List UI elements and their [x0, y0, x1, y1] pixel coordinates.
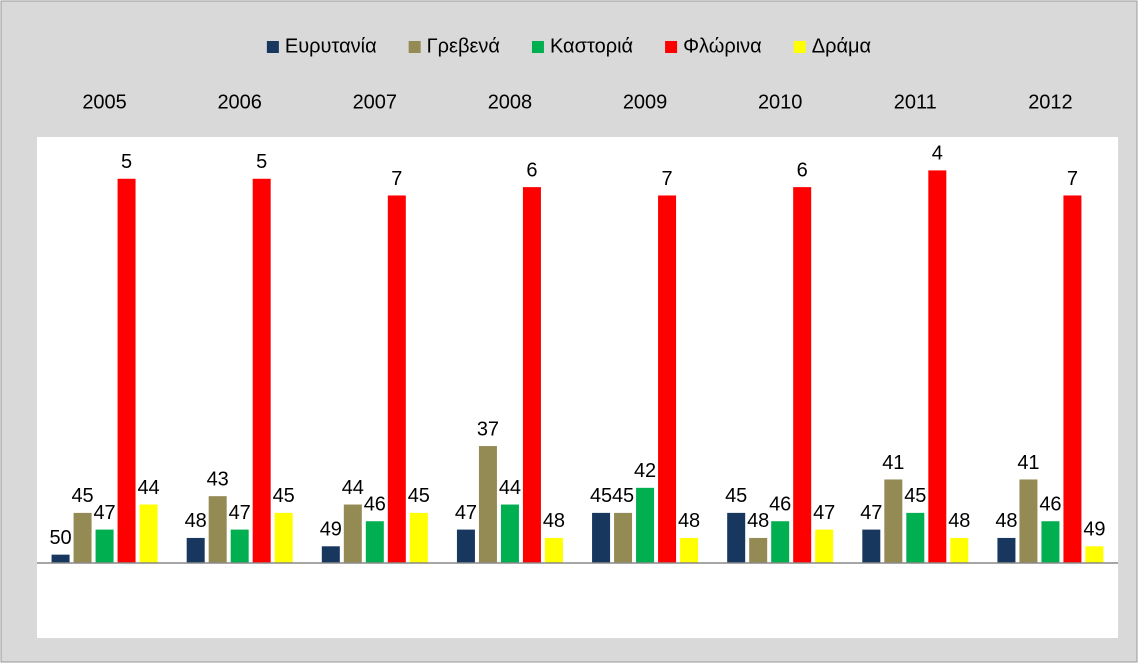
bar	[727, 512, 746, 563]
data-label: 47	[455, 502, 477, 524]
legend-label: Καστοριά	[550, 35, 633, 57]
bar	[522, 187, 541, 563]
bar	[230, 529, 249, 563]
bar	[500, 504, 519, 563]
bar	[321, 546, 340, 563]
data-label: 45	[273, 485, 295, 507]
bar	[928, 170, 947, 564]
data-label: 37	[477, 418, 499, 440]
bar	[409, 512, 428, 563]
legend-swatch	[531, 41, 544, 53]
bar	[51, 554, 70, 563]
bar	[387, 195, 406, 563]
data-label: 47	[229, 502, 251, 524]
bar	[815, 529, 834, 563]
data-label: 4	[932, 143, 943, 165]
data-label: 47	[860, 502, 882, 524]
data-label: 44	[342, 477, 364, 499]
data-label: 45	[725, 485, 747, 507]
x-tick-label: 2012	[1028, 91, 1073, 113]
data-label: 49	[320, 519, 342, 541]
data-label: 7	[662, 168, 673, 190]
data-label: 46	[769, 494, 791, 516]
data-label: 48	[543, 510, 565, 532]
data-label: 5	[121, 151, 132, 173]
bar	[544, 537, 563, 563]
x-tick-label: 2007	[353, 91, 398, 113]
x-tick-label: 2005	[82, 91, 127, 113]
bar	[592, 512, 611, 563]
data-label: 47	[93, 502, 115, 524]
data-label: 45	[904, 485, 926, 507]
bar	[1041, 521, 1060, 563]
data-label: 47	[813, 502, 835, 524]
bar	[614, 512, 633, 563]
data-label: 46	[1039, 494, 1061, 516]
legend-swatch	[408, 41, 421, 53]
legend-label: Γρεβενά	[427, 35, 500, 57]
x-tick-label: 2006	[217, 91, 262, 113]
data-label: 7	[1067, 168, 1078, 190]
legend-swatch	[793, 41, 806, 53]
bar	[117, 178, 136, 563]
bar	[884, 479, 903, 563]
bar	[478, 446, 497, 563]
x-tick-label: 2009	[623, 91, 668, 113]
legend-swatch	[665, 41, 678, 53]
bar	[186, 537, 205, 563]
data-label: 45	[71, 485, 93, 507]
bar	[1019, 479, 1038, 563]
data-label: 44	[499, 477, 521, 499]
bar	[139, 504, 158, 563]
bar	[862, 529, 881, 563]
bar	[749, 537, 768, 563]
data-label: 7	[391, 168, 402, 190]
legend-label: Δράμα	[812, 35, 871, 57]
legend-label: Φλώρινα	[683, 35, 762, 57]
data-label: 5	[256, 151, 267, 173]
bar	[658, 195, 677, 563]
data-label: 50	[49, 527, 71, 549]
bar	[365, 521, 384, 563]
bar	[95, 529, 114, 563]
bar	[208, 496, 227, 563]
x-tick-label: 2010	[758, 91, 803, 113]
data-label: 43	[207, 468, 229, 490]
bar	[1085, 546, 1104, 563]
bar	[680, 537, 699, 563]
data-label: 41	[1017, 452, 1039, 474]
data-label: 48	[995, 510, 1017, 532]
bar	[950, 537, 969, 563]
data-label: 45	[590, 485, 612, 507]
data-label: 6	[797, 159, 808, 181]
bar	[906, 512, 925, 563]
data-label: 41	[882, 452, 904, 474]
data-label: 48	[678, 510, 700, 532]
data-label: 45	[612, 485, 634, 507]
data-label: 6	[526, 159, 537, 181]
data-label: 48	[747, 510, 769, 532]
x-tick-label: 2011	[894, 91, 937, 113]
bar	[997, 537, 1016, 563]
bar	[1063, 195, 1082, 563]
legend-swatch	[266, 41, 279, 53]
bar	[252, 178, 271, 563]
bar	[793, 187, 812, 563]
x-tick-label: 2008	[488, 91, 533, 113]
bar	[343, 504, 362, 563]
bar	[456, 529, 475, 563]
data-label: 42	[634, 460, 656, 482]
data-label: 46	[364, 494, 386, 516]
bar	[73, 512, 92, 563]
data-label: 48	[948, 510, 970, 532]
data-label: 49	[1083, 519, 1105, 541]
legend-label: Ευρυτανία	[285, 35, 377, 57]
bar	[636, 487, 655, 563]
data-label: 48	[185, 510, 207, 532]
bar	[771, 521, 790, 563]
data-label: 44	[137, 477, 159, 499]
bar	[274, 512, 293, 563]
data-label: 45	[408, 485, 430, 507]
